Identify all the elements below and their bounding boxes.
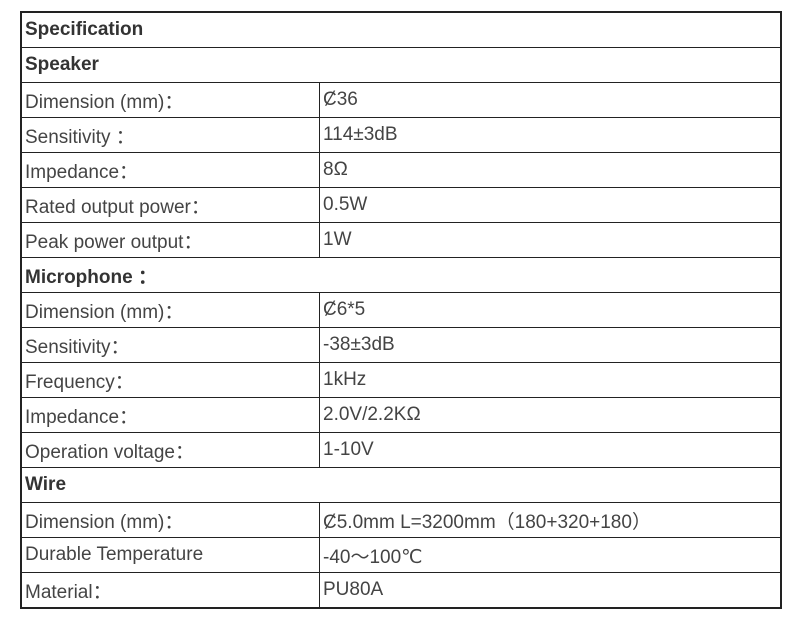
spec-key: Peak power output： bbox=[20, 222, 320, 258]
section-heading: Microphone ： bbox=[20, 257, 782, 293]
spec-value: 2.0V/2.2KΩ bbox=[319, 397, 782, 433]
spec-key: Sensitivity： bbox=[20, 327, 320, 363]
spec-row: Dimension (mm)： Ȼ5.0mm L=3200mm（180+320+1… bbox=[20, 502, 782, 538]
spec-row: Impedance： 8Ω bbox=[20, 152, 782, 188]
spec-value: -38±3dB bbox=[319, 327, 782, 363]
spec-key: Sensitivity ： bbox=[20, 117, 320, 153]
spec-key: Dimension (mm)： bbox=[20, 502, 320, 538]
section-row: Speaker bbox=[20, 47, 782, 83]
spec-value: 0.5W bbox=[319, 187, 782, 223]
spec-key: Operation voltage： bbox=[20, 432, 320, 468]
spec-value: 1-10V bbox=[319, 432, 782, 468]
spec-key: Impedance： bbox=[20, 152, 320, 188]
spec-row: Sensitivity： -38±3dB bbox=[20, 327, 782, 363]
spec-value: 8Ω bbox=[319, 152, 782, 188]
spec-key: Durable Temperature bbox=[20, 537, 320, 573]
spec-row: Sensitivity ： 114±3dB bbox=[20, 117, 782, 153]
spec-key: Dimension (mm)： bbox=[20, 82, 320, 118]
spec-row: Peak power output： 1W bbox=[20, 222, 782, 258]
section-row: Wire bbox=[20, 467, 782, 503]
table-title: Specification bbox=[20, 11, 782, 48]
spec-value: Ȼ6*5 bbox=[319, 292, 782, 328]
spec-row: Dimension (mm)： Ȼ6*5 bbox=[20, 292, 782, 328]
section-row: Microphone ： bbox=[20, 257, 782, 293]
spec-key: Frequency： bbox=[20, 362, 320, 398]
spec-row: Rated output power： 0.5W bbox=[20, 187, 782, 223]
spec-key: Material： bbox=[20, 572, 320, 609]
spec-row: Durable Temperature -40～100℃ bbox=[20, 537, 782, 573]
spec-row: Dimension (mm)： Ȼ36 bbox=[20, 82, 782, 118]
spec-value: -40～100℃ bbox=[319, 537, 782, 573]
spec-table: Specification Speaker Dimension (mm)： Ȼ36 S… bbox=[20, 11, 782, 609]
spec-row: Operation voltage： 1-10V bbox=[20, 432, 782, 468]
spec-key: Rated output power： bbox=[20, 187, 320, 223]
section-heading: Speaker bbox=[20, 47, 782, 83]
spec-value: 1W bbox=[319, 222, 782, 258]
spec-value: PU80A bbox=[319, 572, 782, 609]
spec-key: Dimension (mm)： bbox=[20, 292, 320, 328]
title-row: Specification bbox=[20, 11, 782, 48]
spec-value: 114±3dB bbox=[319, 117, 782, 153]
spec-body: Specification Speaker Dimension (mm)： Ȼ36 S… bbox=[20, 11, 782, 609]
spec-key: Impedance： bbox=[20, 397, 320, 433]
section-heading: Wire bbox=[20, 467, 782, 503]
spec-value: Ȼ36 bbox=[319, 82, 782, 118]
spec-row: Frequency： 1kHz bbox=[20, 362, 782, 398]
spec-value: 1kHz bbox=[319, 362, 782, 398]
spec-row: Impedance： 2.0V/2.2KΩ bbox=[20, 397, 782, 433]
spec-row: Material： PU80A bbox=[20, 572, 782, 609]
spec-value: Ȼ5.0mm L=3200mm（180+320+180） bbox=[319, 502, 782, 538]
